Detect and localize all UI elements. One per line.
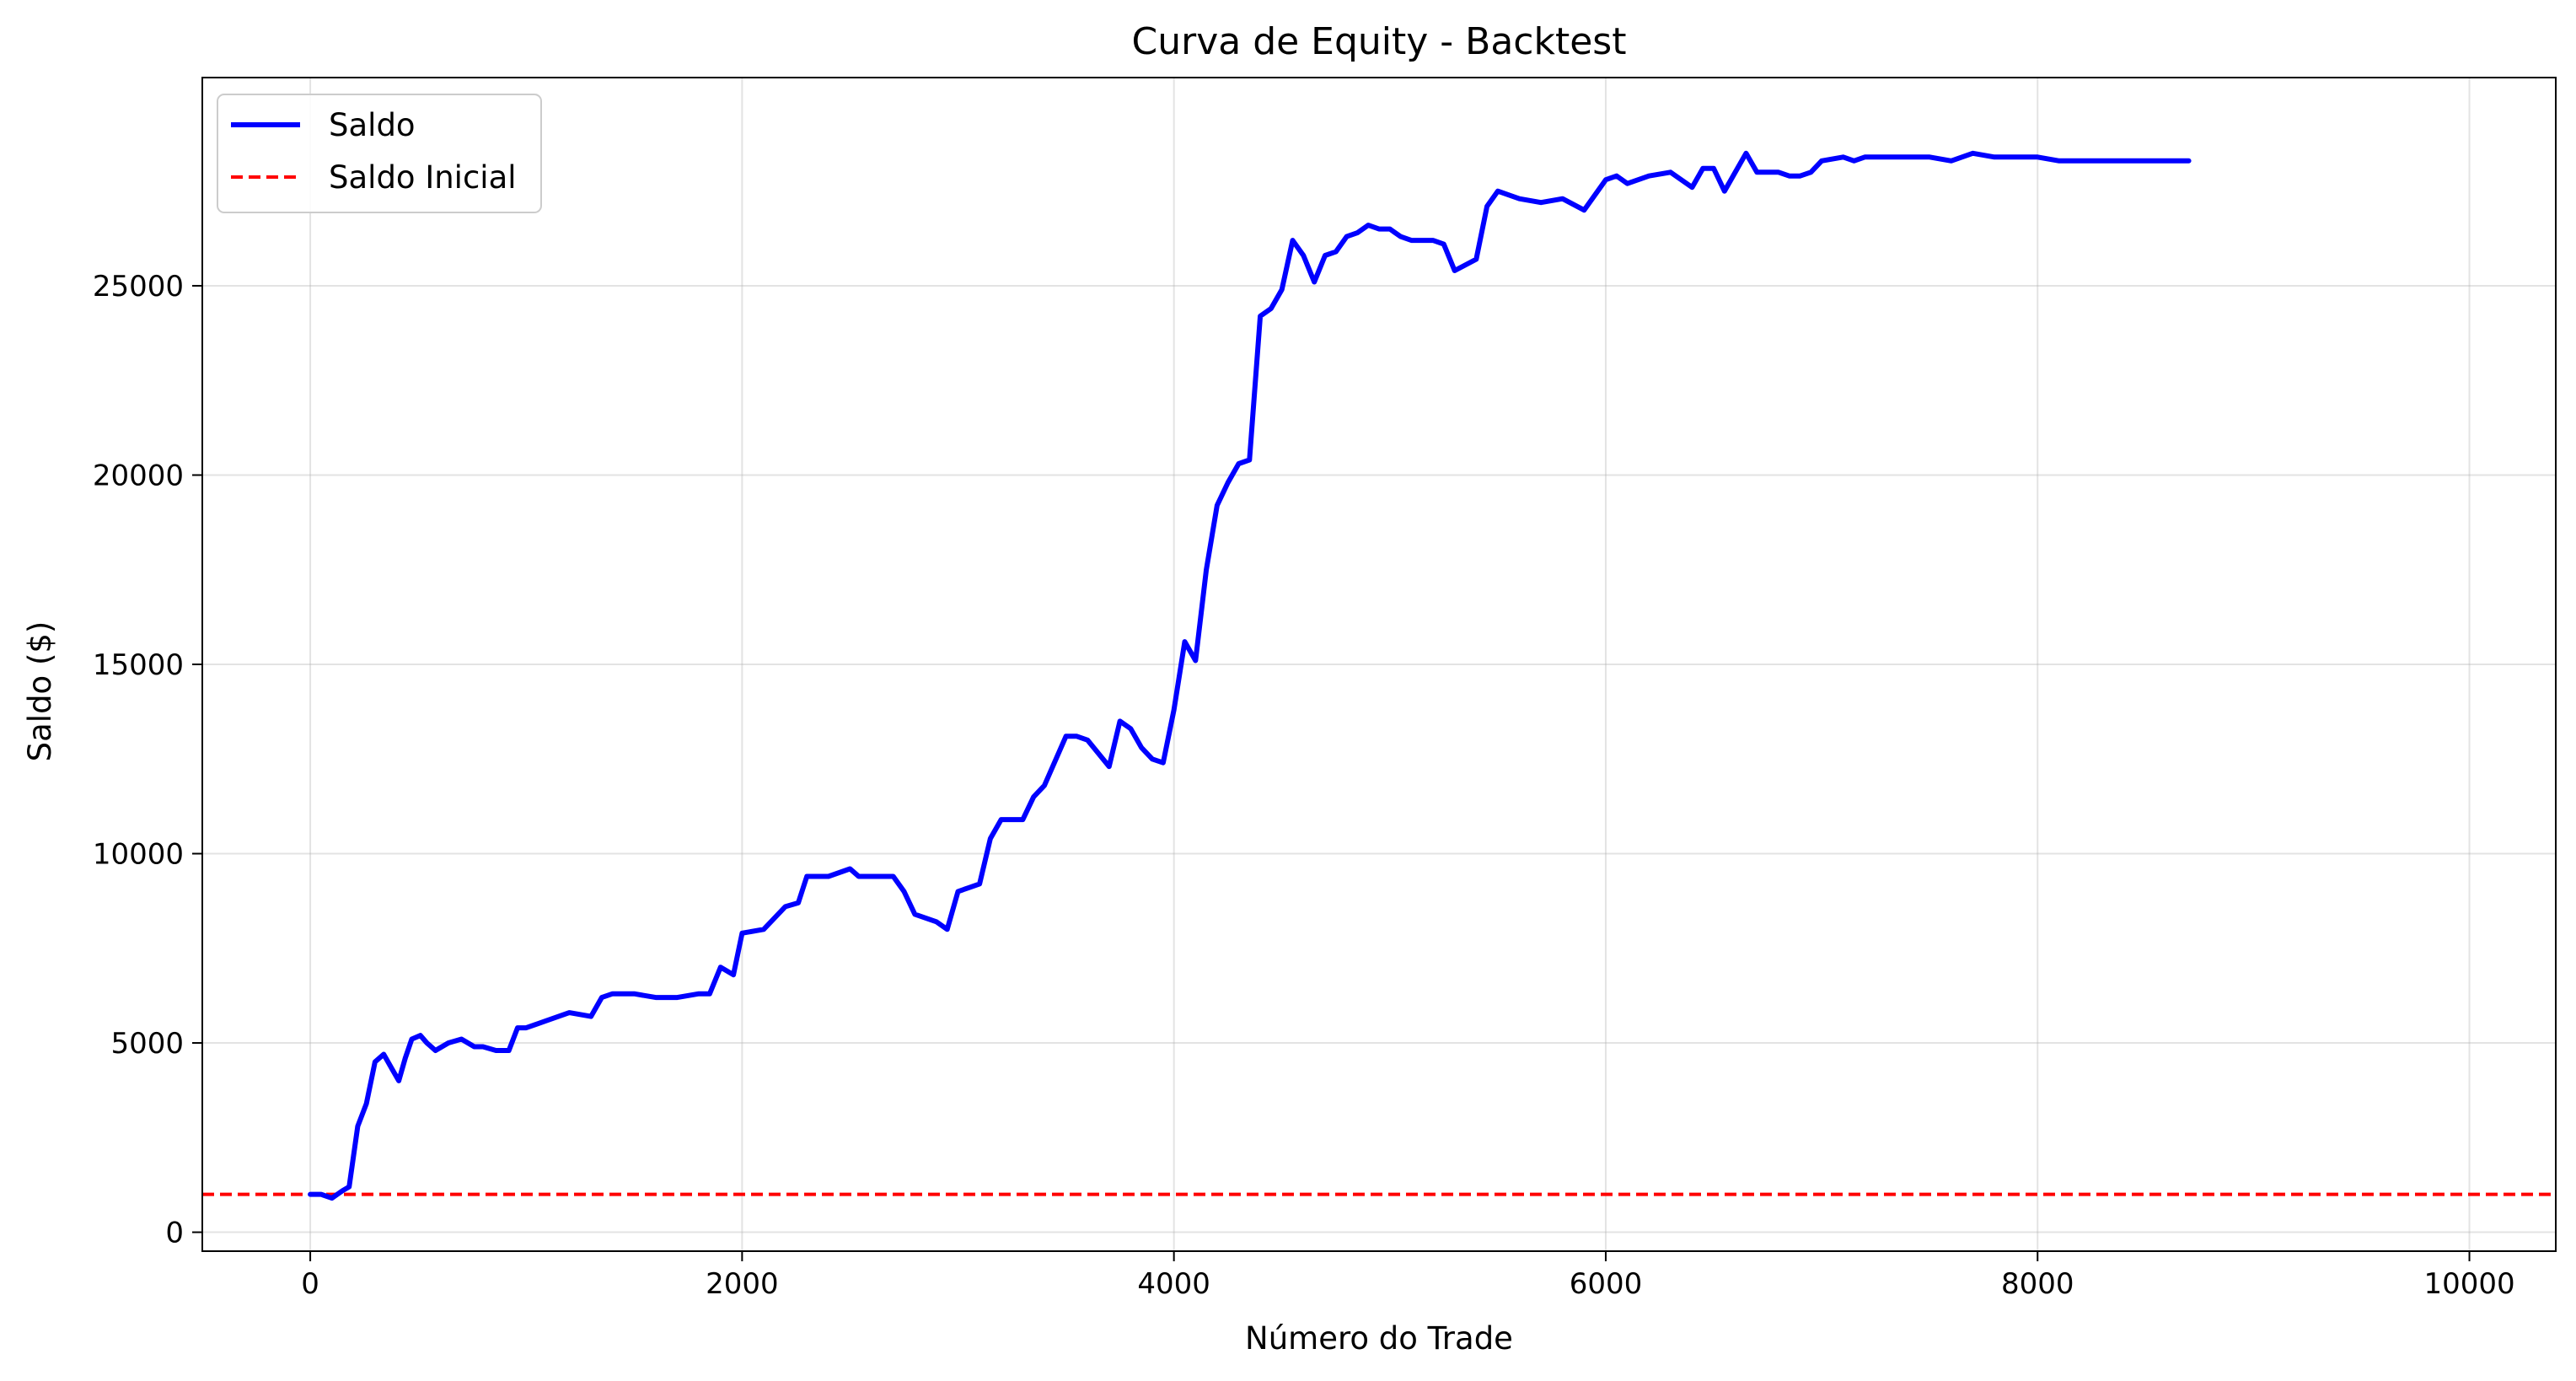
grid-lines [202, 78, 2556, 1251]
x-tick-label: 10000 [2423, 1267, 2514, 1301]
legend-label-saldo: Saldo [329, 107, 416, 143]
y-tick-label: 25000 [93, 270, 184, 304]
legend-label-saldo-inicial: Saldo Inicial [329, 159, 517, 196]
x-axis-label: Número do Trade [1245, 1320, 1513, 1357]
y-axis-label: Saldo ($) [22, 621, 58, 762]
y-tick-label: 0 [165, 1217, 184, 1250]
x-tick-label: 6000 [1570, 1267, 1643, 1301]
y-tick-label: 15000 [93, 648, 184, 682]
y-tick-label: 5000 [110, 1027, 184, 1061]
y-tick-label: 10000 [93, 838, 184, 872]
x-tick-label: 8000 [2001, 1267, 2074, 1301]
axis-ticks: 0 2000 4000 6000 8000 10000 0 5000 10000 15000 200… [93, 270, 2515, 1301]
series-layer [202, 153, 2556, 1198]
legend: Saldo Saldo Inicial [217, 94, 541, 212]
y-tick-label: 20000 [93, 459, 184, 492]
x-tick-label: 2000 [706, 1267, 779, 1301]
chart-title: Curva de Equity - Backtest [1132, 20, 1627, 63]
series-line-saldo [310, 153, 2189, 1198]
x-tick-label: 4000 [1137, 1267, 1210, 1301]
x-tick-label: 0 [301, 1267, 319, 1301]
